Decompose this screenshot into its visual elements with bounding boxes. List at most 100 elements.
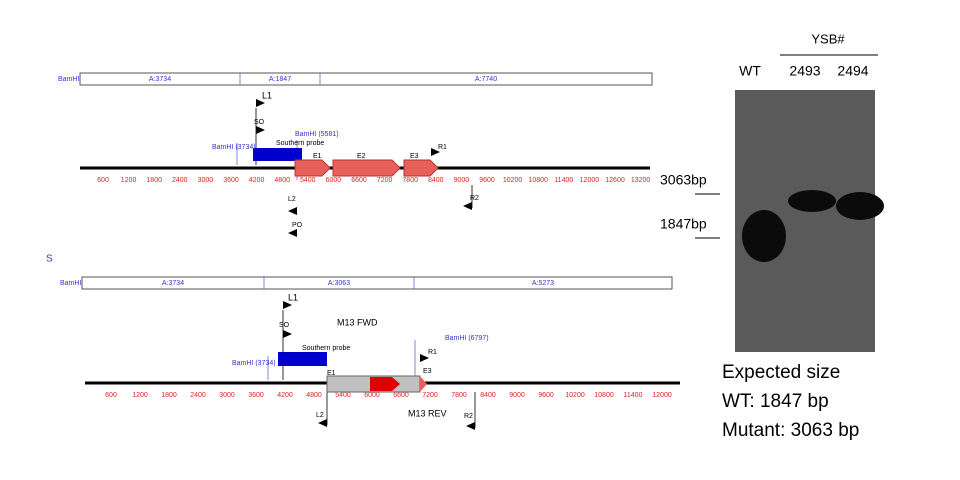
caption-line: WT: 1847 bp: [722, 391, 829, 412]
axis-tick-label: 600: [97, 177, 109, 184]
axis-tick-label: 5400: [300, 177, 316, 184]
axis-tick-label: 6600: [351, 177, 367, 184]
primer-arrow: [283, 301, 292, 309]
axis-tick-label: 7800: [451, 392, 467, 399]
axis-tick-label: 4200: [277, 392, 293, 399]
feature-label: L2: [288, 196, 296, 203]
axis-tick-label: 10200: [503, 177, 523, 184]
axis-tick-label: 6000: [326, 177, 342, 184]
segment-name: A:3734: [149, 76, 171, 83]
axis-tick-label: 10800: [528, 177, 548, 184]
exon: [420, 376, 427, 392]
axis-tick-label: 1800: [161, 392, 177, 399]
segment-bar: [79, 72, 653, 86]
axis-tick-label: 9000: [509, 392, 525, 399]
primer-arrow: [288, 207, 297, 215]
lane-label: 2493: [789, 63, 820, 79]
feature-label: M13 REV: [408, 408, 447, 418]
segment-label: BamHI: [60, 280, 81, 287]
exon: [403, 159, 439, 177]
caption-line: Expected size: [722, 362, 840, 383]
primer-arrow: [420, 354, 429, 362]
feature-label: BamHI (5581): [295, 131, 339, 138]
segment-name: A:3734: [162, 280, 184, 287]
axis-tick-label: 9600: [538, 392, 554, 399]
feature-label: M13 FWD: [337, 317, 378, 327]
axis-tick-label: 6000: [364, 392, 380, 399]
band-wt: [742, 210, 786, 262]
primer-arrow: [283, 330, 292, 338]
axis-tick-label: 10800: [594, 392, 614, 399]
feature-label: SO: [254, 119, 265, 126]
axis-tick-label: 7800: [402, 177, 418, 184]
segment-name: A:5273: [532, 280, 554, 287]
feature-label: R1: [438, 144, 447, 151]
segment-name: A:1847: [269, 76, 291, 83]
feature-label: SO: [279, 322, 290, 329]
feature-label: BamHI (3734): [212, 144, 256, 151]
primer-arrow: [256, 99, 265, 107]
feature-label: R1: [428, 349, 437, 356]
southern-probe: [278, 352, 327, 366]
axis-tick-label: 13200: [631, 177, 651, 184]
feature-label: L1: [288, 292, 298, 302]
exon: [294, 159, 331, 177]
axis-tick-label: 7200: [377, 177, 393, 184]
axis-tick-label: 11400: [624, 392, 643, 399]
primer-arrow: [466, 422, 475, 430]
primer-arrow: [431, 148, 440, 156]
feature-label: E2: [357, 153, 366, 160]
feature-label: E1: [313, 153, 322, 160]
exon: [332, 159, 401, 177]
feature-label: BamHI (3734): [232, 360, 276, 367]
axis-tick-label: 11400: [554, 177, 573, 184]
axis-tick-label: 4800: [274, 177, 290, 184]
axis-tick-label: 1200: [121, 177, 137, 184]
feature-label: E3: [423, 368, 432, 375]
primer-arrow: [256, 126, 265, 134]
axis-tick-label: 12000: [652, 392, 672, 399]
axis-tick-label: 5400: [335, 392, 351, 399]
axis-tick-label: 4200: [249, 177, 265, 184]
feature-label: BamHI (6797): [445, 335, 489, 342]
band-2494: [836, 192, 884, 220]
axis-tick-label: 1800: [146, 177, 162, 184]
caption-line: Mutant: 3063 bp: [722, 420, 859, 441]
axis-tick-label: 3000: [219, 392, 235, 399]
southern-probe: [253, 148, 302, 161]
axis-tick-label: 8400: [480, 392, 496, 399]
axis-tick-label: 3000: [198, 177, 214, 184]
axis-tick-label: 9000: [454, 177, 470, 184]
feature-label: Southern probe: [302, 345, 350, 352]
lane-label: WT: [739, 63, 761, 79]
primer-arrow: [318, 419, 327, 427]
feature-label: E3: [410, 153, 419, 160]
segment-bar: [81, 276, 673, 290]
axis-tick-label: 12000: [580, 177, 600, 184]
primer-arrow: [463, 202, 472, 210]
feature-label: R2: [470, 195, 479, 202]
feature-label: L1: [262, 90, 272, 100]
feature-label: Southern probe: [276, 140, 324, 147]
axis-tick-label: 3600: [223, 177, 239, 184]
axis-tick-label: 10200: [565, 392, 585, 399]
feature-label: E1: [327, 370, 336, 377]
size-marker: 3063bp: [660, 172, 707, 188]
size-marker: 1847bp: [660, 216, 707, 232]
feature-label: PO: [292, 222, 303, 229]
segment-label: BamHI: [58, 76, 79, 83]
segment-name: A:3063: [328, 280, 350, 287]
group-label: YSB#: [811, 31, 845, 46]
axis-tick-label: 7200: [422, 392, 438, 399]
feature-label: R2: [464, 413, 473, 420]
primer-arrow: [288, 229, 297, 237]
marker-gene: [370, 377, 400, 391]
feature-label: L2: [316, 412, 324, 419]
axis-tick-label: 2400: [190, 392, 206, 399]
axis-tick-label: 600: [105, 392, 117, 399]
axis-tick-label: 9600: [479, 177, 495, 184]
axis-tick-label: 6600: [393, 392, 409, 399]
axis-tick-label: 1200: [132, 392, 148, 399]
segment-name: A:7740: [475, 76, 497, 83]
